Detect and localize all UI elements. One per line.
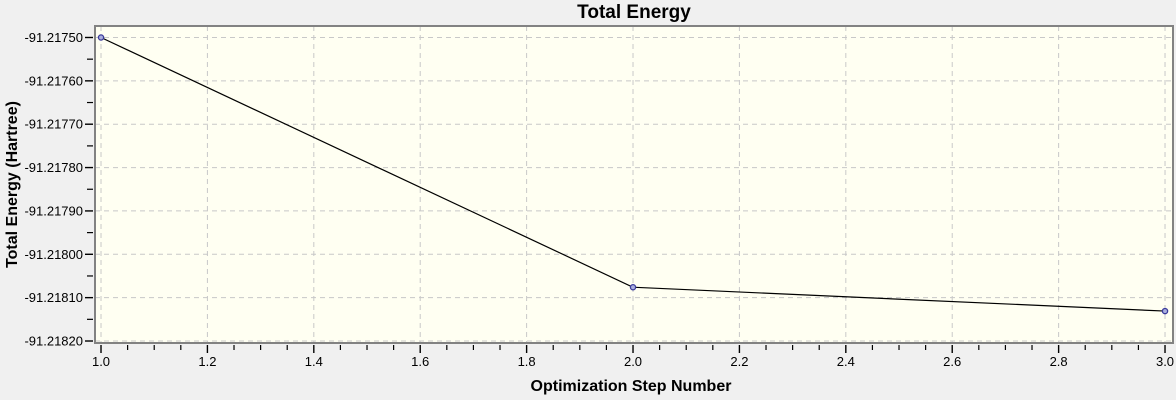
y-tick-label: -91.21780: [24, 160, 83, 175]
data-point-marker: [629, 283, 637, 291]
x-tick-label: 1.0: [92, 354, 110, 369]
x-tick-label: 1.4: [305, 354, 323, 369]
data-point-marker: [97, 34, 105, 41]
y-tick-label: -91.21790: [24, 203, 83, 218]
y-axis-label: Total Energy (Hartree): [4, 101, 21, 268]
x-tick-label: 1.6: [411, 354, 429, 369]
chart-title: Total Energy: [577, 2, 691, 23]
y-tick-label: -91.21770: [24, 117, 83, 132]
data-point-marker: [1161, 307, 1169, 315]
plot-area: [95, 26, 1173, 343]
x-tick-label: 3.0: [1156, 354, 1174, 369]
y-tick-label: -91.21810: [24, 290, 83, 305]
y-tick-label: -91.21750: [24, 30, 83, 45]
x-tick-label: 2.0: [624, 354, 642, 369]
axis-ticks: [85, 36, 1166, 353]
x-axis-label: Optimization Step Number: [531, 378, 732, 395]
y-tick-label: -91.21820: [24, 334, 83, 349]
x-tick-label: 1.8: [518, 354, 536, 369]
x-tick-label: 2.8: [1050, 354, 1068, 369]
axis-tick-labels: 1.0 1.2 1.4 1.6 1.8 2.0 2.2 2.4 2.6 2.8 3.0 -91.217…: [24, 30, 1174, 369]
plot-frame: [94, 25, 1174, 344]
x-tick-label: 2.2: [730, 354, 748, 369]
y-tick-label: -91.21800: [24, 247, 83, 262]
data-series: [97, 34, 1169, 315]
x-tick-label: 2.6: [943, 354, 961, 369]
x-tick-label: 2.4: [837, 354, 855, 369]
y-tick-label: -91.21760: [24, 73, 83, 88]
x-tick-label: 1.2: [198, 354, 216, 369]
